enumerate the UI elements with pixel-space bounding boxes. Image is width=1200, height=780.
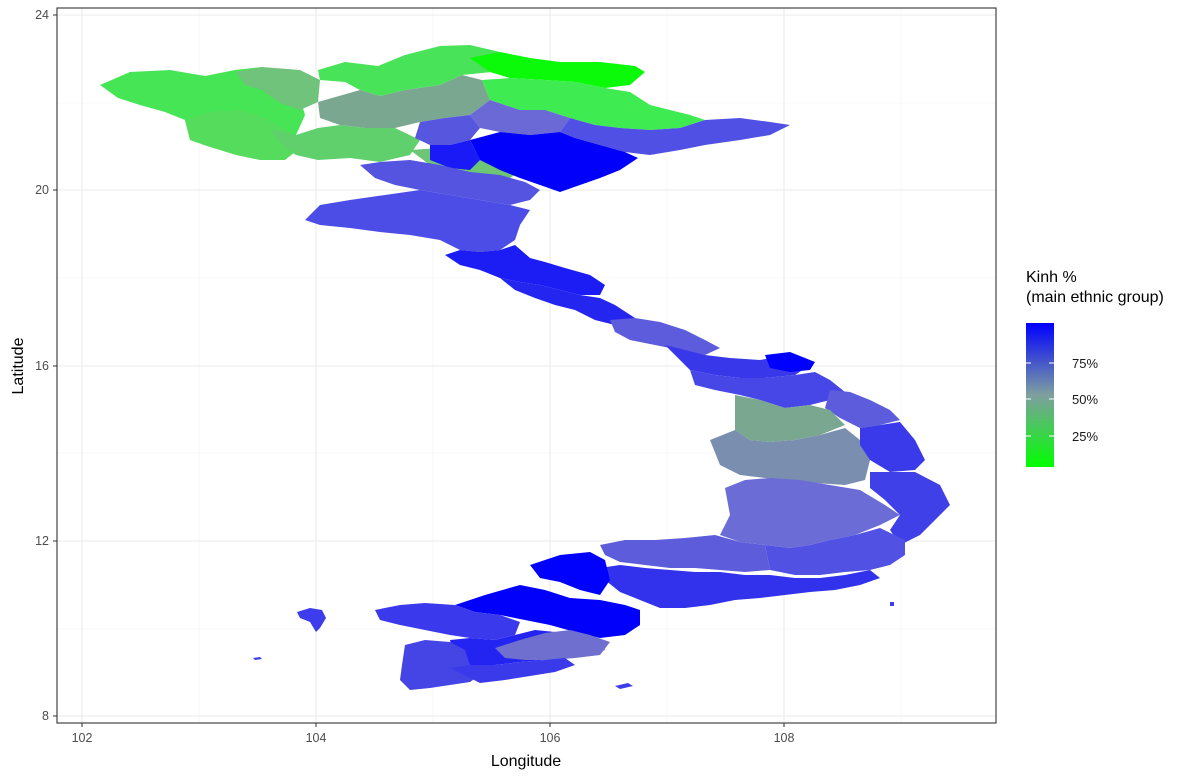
x-tick-label: 108 xyxy=(774,731,795,745)
legend-title-line2: (main ethnic group) xyxy=(1026,289,1164,306)
province-north-center-3 xyxy=(270,125,420,162)
province-southeast-3 xyxy=(530,552,610,595)
legend-title-line1: Kinh % xyxy=(1026,269,1077,286)
y-axis: 8 12 16 20 24 Latitude xyxy=(10,8,57,723)
province-north-central-3 xyxy=(445,245,605,295)
province-north-central-1 xyxy=(360,160,540,205)
province-south-central-coast-2 xyxy=(870,472,950,545)
province-central-coast-1 xyxy=(765,352,815,372)
x-tick-label: 106 xyxy=(540,731,561,745)
plot-panel xyxy=(56,7,997,724)
province-north-central-5 xyxy=(610,318,720,355)
province-southeast-2 xyxy=(600,565,880,608)
x-axis-title: Longitude xyxy=(491,753,561,770)
province-northeast-5 xyxy=(415,115,480,145)
y-tick-label: 8 xyxy=(42,709,49,723)
province-central-highlands-3 xyxy=(720,478,900,548)
province-north-central-2 xyxy=(305,190,530,252)
province-mekong-6 xyxy=(450,658,575,683)
y-axis-title: Latitude xyxy=(10,337,27,394)
legend-label-50: 50% xyxy=(1072,392,1098,407)
province-northeast-2 xyxy=(482,78,705,130)
y-axis-tick-marks xyxy=(53,14,57,717)
y-tick-label: 16 xyxy=(35,359,49,373)
province-northeast-4 xyxy=(560,118,790,155)
legend-colorbar xyxy=(1026,323,1054,467)
province-red-river-delta-1 xyxy=(470,132,638,192)
province-southeast-1 xyxy=(600,535,770,572)
legend-label-75: 75% xyxy=(1072,356,1098,371)
province-north-center-1 xyxy=(318,45,500,96)
province-mekong-2 xyxy=(375,603,520,640)
x-axis-tick-marks xyxy=(81,723,785,727)
province-island-phu-quoc xyxy=(297,608,326,632)
y-tick-label: 24 xyxy=(35,8,49,22)
province-mekong-4 xyxy=(495,630,610,660)
province-north-central-4 xyxy=(500,278,635,325)
province-north-central-6 xyxy=(665,345,810,378)
province-island-small-1 xyxy=(615,683,633,689)
x-axis: 102 104 106 108 Longitude xyxy=(72,723,795,770)
legend: Kinh % (main ethnic group) 75% 50% 25% xyxy=(1026,269,1164,467)
province-northwest-3 xyxy=(236,67,320,110)
province-central-highlands-1 xyxy=(735,395,845,442)
province-north-center-2 xyxy=(318,75,490,128)
legend-ticks xyxy=(1026,362,1054,437)
province-northwest-2 xyxy=(185,110,300,160)
province-central-coast-3 xyxy=(825,390,900,428)
province-central-coast-2 xyxy=(690,370,845,408)
province-red-river-delta-2 xyxy=(430,140,480,170)
province-island-small-2 xyxy=(253,657,262,660)
y-tick-label: 12 xyxy=(35,534,49,548)
province-mekong-5 xyxy=(400,640,480,690)
vietnam-provinces xyxy=(100,45,950,690)
province-mekong-1 xyxy=(455,585,640,638)
province-south-central-coast-3 xyxy=(765,528,905,575)
x-tick-label: 104 xyxy=(306,731,327,745)
province-northeast-3 xyxy=(470,100,570,135)
y-tick-label: 20 xyxy=(35,183,49,197)
province-south-central-coast-1 xyxy=(860,422,925,472)
province-island-small-3 xyxy=(890,602,894,606)
x-tick-label: 102 xyxy=(72,731,93,745)
province-central-highlands-2 xyxy=(710,428,870,485)
province-northeast-1 xyxy=(470,52,645,88)
legend-label-25: 25% xyxy=(1072,429,1098,444)
